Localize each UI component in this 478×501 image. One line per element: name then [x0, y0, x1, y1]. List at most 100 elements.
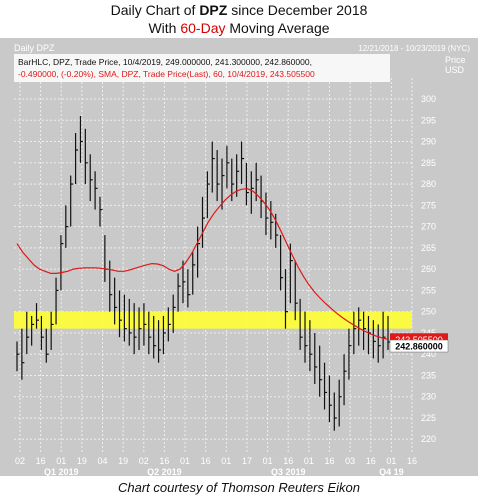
- price-last-value: 242.860000: [395, 342, 443, 352]
- price-last-tag: [389, 339, 449, 353]
- price-bar: [348, 328, 352, 380]
- legend-line-1: BarHLC, DPZ, Trade Price, 10/4/2019, 249…: [18, 57, 312, 67]
- x-tick-label: 02: [15, 456, 25, 466]
- price-bar: [338, 379, 342, 427]
- y-tick-label: 225: [421, 413, 436, 423]
- y-tick-label: 265: [421, 243, 436, 253]
- price-bar: [70, 175, 74, 227]
- chart-title-line-2: With 60-Day Moving Average: [148, 20, 330, 36]
- sma-line: [16, 188, 389, 340]
- price-bars: [16, 116, 391, 431]
- x-quarter-label: Q3 2019: [271, 467, 306, 476]
- price-bar: [294, 260, 298, 321]
- price-bar: [99, 196, 103, 227]
- x-quarter-label: Q2 2019: [147, 467, 182, 476]
- x-tick-label: 16: [324, 456, 334, 466]
- y-axis-title: Price USD: [445, 55, 468, 75]
- price-bar: [118, 290, 123, 338]
- price-bar: [167, 307, 171, 342]
- price-bar: [221, 158, 225, 210]
- x-tick-label: 16: [283, 456, 293, 466]
- price-bar: [372, 320, 376, 359]
- x-axis: 02 16 01 19 04 19 02 16 01 16 01 17 01 16 01 16 03 16 01 16…: [15, 456, 417, 476]
- price-bar: [21, 328, 25, 380]
- x-tick-label: 16: [36, 456, 46, 466]
- y-axis-title-line-1: Price: [445, 55, 466, 65]
- price-bar: [133, 303, 137, 355]
- price-bar: [89, 154, 93, 202]
- chart-background: [0, 38, 478, 476]
- price-bar: [177, 273, 181, 312]
- price-bar: [197, 226, 201, 278]
- price-bar: [353, 311, 357, 355]
- price-bar: [45, 328, 49, 363]
- price-bar: [245, 162, 249, 206]
- price-bar: [201, 196, 205, 248]
- price-bar: [74, 133, 79, 185]
- price-bar: [236, 154, 240, 197]
- legend: BarHLC, DPZ, Trade Price, 10/4/2019, 249…: [14, 54, 390, 82]
- price-bar: [299, 298, 303, 350]
- y-tick-label: 285: [421, 158, 436, 168]
- price-bar: [40, 315, 44, 350]
- x-tick-label: 01: [304, 456, 314, 466]
- price-bar: [377, 324, 381, 363]
- x-tick-label: 19: [77, 456, 87, 466]
- price-bar: [328, 375, 332, 423]
- price-bar: [79, 116, 83, 163]
- price-bar: [123, 294, 127, 342]
- price-bar: [270, 201, 274, 240]
- x-tick-label: 04: [98, 456, 108, 466]
- y-tick-label: 300: [421, 94, 436, 104]
- y-tick-label: 255: [421, 285, 436, 295]
- x-tick-label: 17: [242, 456, 252, 466]
- price-bar: [323, 362, 328, 410]
- highlight-band-group: [14, 311, 412, 329]
- y-tick-label: 260: [421, 264, 436, 274]
- legend-background: [14, 54, 390, 82]
- x-tick-label: 16: [201, 456, 211, 466]
- price-bar: [16, 341, 20, 372]
- y-tick-label: 235: [421, 370, 436, 380]
- y-tick-label: 270: [421, 222, 436, 232]
- price-bar: [358, 307, 362, 346]
- price-bar: [319, 345, 323, 397]
- price-bar: [162, 315, 166, 355]
- x-tick-label: 01: [221, 456, 231, 466]
- price-bar: [226, 145, 230, 189]
- price-bar: [182, 260, 186, 304]
- panel-title: Daily DPZ: [14, 43, 55, 53]
- price-bar: [304, 311, 308, 363]
- price-bar: [206, 171, 210, 219]
- x-tick-label: 19: [118, 456, 128, 466]
- price-bar: [84, 128, 88, 185]
- x-tick-label: 01: [180, 456, 190, 466]
- price-bar: [143, 303, 147, 346]
- price-bar: [157, 320, 162, 363]
- price-bar: [284, 269, 288, 329]
- footer-credit: Chart courtesy of Thomson Reuters Eikon: [117, 480, 361, 495]
- chart-title-line-1: Daily Chart of DPZ since December 2018: [110, 2, 368, 18]
- price-bar: [250, 171, 254, 214]
- price-bar: [114, 277, 118, 325]
- y-tick-label: 275: [421, 200, 436, 210]
- price-bar: [31, 315, 35, 346]
- price-bar: [153, 315, 157, 359]
- price-bar: [55, 277, 59, 325]
- price-bar: [343, 354, 347, 406]
- y-tick-label: 295: [421, 115, 436, 125]
- y-tick-label: 245: [421, 328, 436, 338]
- price-bar: [26, 311, 30, 355]
- price-bar: [280, 235, 284, 291]
- price-bar: [192, 252, 196, 295]
- x-tick-label: 03: [345, 456, 355, 466]
- price-bar: [148, 311, 152, 355]
- price-bar: [60, 235, 64, 291]
- y-tick-label: 240: [421, 349, 436, 359]
- price-bar: [50, 311, 54, 350]
- price-bar: [172, 294, 176, 333]
- y-tick-label: 280: [421, 179, 436, 189]
- price-bar: [35, 303, 40, 329]
- price-bar: [265, 192, 269, 236]
